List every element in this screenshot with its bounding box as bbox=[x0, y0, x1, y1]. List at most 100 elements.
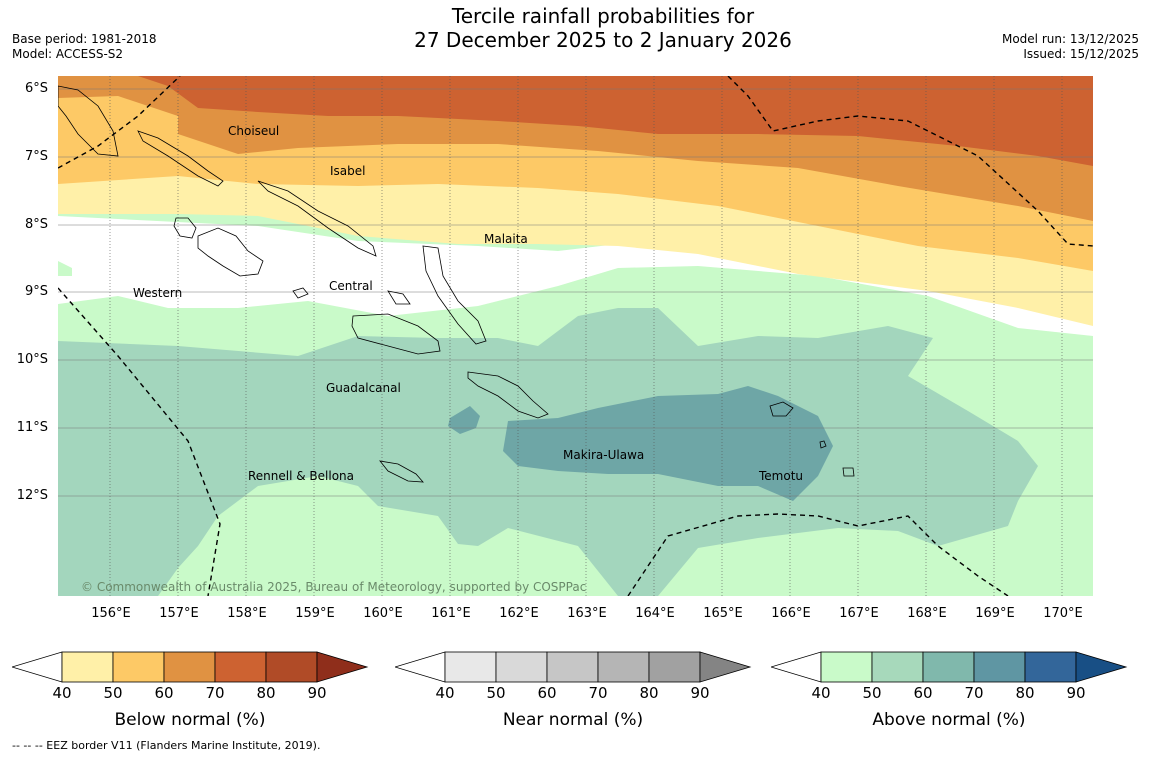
lon-label: 160°E bbox=[363, 606, 403, 621]
lon-label: 163°E bbox=[567, 606, 607, 621]
cb-below-tick: 70 bbox=[205, 684, 225, 702]
cb-below-tick: 40 bbox=[52, 684, 72, 702]
lon-label: 161°E bbox=[431, 606, 471, 621]
choiseul-island bbox=[137, 130, 224, 187]
cb-below-tick: 60 bbox=[154, 684, 174, 702]
lon-label: 165°E bbox=[703, 606, 743, 621]
lat-label: 7°S bbox=[24, 149, 48, 164]
cb-near-tick: 80 bbox=[639, 684, 659, 702]
colorbar-extend-arrow bbox=[699, 651, 752, 683]
lat-label: 10°S bbox=[16, 352, 48, 367]
cb-below-tick: 50 bbox=[103, 684, 123, 702]
above-60-patch bbox=[448, 406, 480, 434]
cb-above-tick: 40 bbox=[811, 684, 831, 702]
lon-label: 168°E bbox=[907, 606, 947, 621]
lon-label: 166°E bbox=[771, 606, 811, 621]
title-line-1: Tercile rainfall probabilities for bbox=[451, 4, 755, 28]
lon-label: 170°E bbox=[1043, 606, 1083, 621]
lon-label: 157°E bbox=[159, 606, 199, 621]
lon-label: 164°E bbox=[635, 606, 675, 621]
cb-below-tick: 90 bbox=[307, 684, 327, 702]
probability-map: Choiseul Isabel Malaita Western Central … bbox=[58, 76, 1093, 596]
title-line-2: 27 December 2025 to 2 January 2026 bbox=[414, 28, 792, 52]
cb-below-title: Below normal (%) bbox=[114, 710, 266, 730]
eez-footnote: -- -- -- EEZ border V11 (Flanders Marine… bbox=[12, 739, 321, 752]
cb-above-tick: 60 bbox=[913, 684, 933, 702]
cb-near-tick: 90 bbox=[690, 684, 710, 702]
copyright-text: © Commonwealth of Australia 2025, Bureau… bbox=[81, 580, 587, 594]
colorbar-cell bbox=[546, 651, 599, 683]
florida-islands bbox=[387, 290, 411, 305]
province-label: Malaita bbox=[484, 232, 528, 246]
province-label: Makira-Ulawa bbox=[563, 448, 645, 462]
cb-above-tick: 50 bbox=[862, 684, 882, 702]
lat-label: 8°S bbox=[24, 217, 48, 232]
small-island-2 bbox=[842, 467, 855, 477]
lat-label: 6°S bbox=[24, 81, 48, 96]
colorbar-cell bbox=[265, 651, 318, 683]
colorbar-above bbox=[769, 650, 1131, 685]
western-island-1 bbox=[173, 217, 197, 239]
santa-cruz-island bbox=[769, 401, 794, 417]
model-run-text: Model run: 13/12/2025 bbox=[1001, 32, 1139, 46]
base-period-text: Base period: 1981-2018 bbox=[12, 32, 157, 46]
province-label: Temotu bbox=[759, 469, 804, 483]
map-svg bbox=[58, 76, 1093, 596]
colorbar-cell bbox=[648, 651, 701, 683]
coastlines bbox=[58, 85, 855, 483]
below-70-band bbox=[58, 76, 1093, 166]
latitude-gridlines bbox=[58, 88, 1093, 497]
lat-label: 11°S bbox=[16, 420, 48, 435]
colorbar-cell bbox=[871, 651, 924, 683]
lon-label: 167°E bbox=[839, 606, 879, 621]
colorbar-cell bbox=[214, 651, 267, 683]
cb-above-title: Above normal (%) bbox=[872, 710, 1026, 730]
cb-near-tick: 60 bbox=[537, 684, 557, 702]
province-label: Western bbox=[133, 286, 183, 300]
colorbar-near-svg bbox=[393, 651, 752, 683]
colorbar-near bbox=[393, 650, 755, 685]
colorbar-below-svg bbox=[10, 651, 369, 683]
bougainville-island bbox=[58, 85, 119, 157]
lon-label: 156°E bbox=[91, 606, 131, 621]
province-label: Choiseul bbox=[228, 124, 280, 138]
lon-label: 159°E bbox=[295, 606, 335, 621]
model-info: Base period: 1981-2018 Model: ACCESS-S2 bbox=[12, 32, 157, 62]
colorbar-cell bbox=[597, 651, 650, 683]
eez-border bbox=[58, 76, 1093, 596]
lon-label: 162°E bbox=[499, 606, 539, 621]
colorbar-cell bbox=[922, 651, 975, 683]
colorbar-above-svg bbox=[769, 651, 1128, 683]
map-title: Tercile rainfall probabilities for 27 De… bbox=[300, 4, 906, 52]
cb-near-title: Near normal (%) bbox=[502, 710, 644, 730]
no-signal-band bbox=[58, 216, 1093, 336]
run-info: Model run: 13/12/2025 Issued: 15/12/2025 bbox=[1002, 32, 1139, 62]
western-island-2 bbox=[197, 227, 264, 277]
lat-label: 9°S bbox=[24, 284, 48, 299]
cb-above-tick: 80 bbox=[1015, 684, 1035, 702]
malaita-island bbox=[422, 245, 487, 345]
colorbar-below bbox=[10, 650, 372, 685]
lon-label: 169°E bbox=[975, 606, 1015, 621]
above-60-band bbox=[503, 386, 833, 501]
colorbar-cell bbox=[61, 651, 114, 683]
cb-above-tick: 90 bbox=[1066, 684, 1086, 702]
cb-above-tick: 70 bbox=[964, 684, 984, 702]
colorbar-cell bbox=[444, 651, 497, 683]
guadalcanal-island bbox=[351, 313, 441, 355]
lon-label: 158°E bbox=[227, 606, 267, 621]
province-label: Central bbox=[329, 279, 373, 293]
model-text: Model: ACCESS-S2 bbox=[12, 47, 124, 61]
colorbar-cell bbox=[163, 651, 216, 683]
above-40-patch bbox=[58, 261, 72, 276]
province-label: Guadalcanal bbox=[326, 381, 401, 395]
colorbar-extend-arrow bbox=[316, 651, 369, 683]
isabel-island bbox=[257, 180, 377, 257]
rennell-island bbox=[379, 460, 424, 483]
colorbar-cell bbox=[820, 651, 873, 683]
lat-label: 12°S bbox=[16, 488, 48, 503]
province-label: Isabel bbox=[330, 164, 366, 178]
colorbar-extend-arrow bbox=[1075, 651, 1128, 683]
small-island-1 bbox=[819, 440, 827, 449]
colorbar-cell bbox=[1024, 651, 1077, 683]
